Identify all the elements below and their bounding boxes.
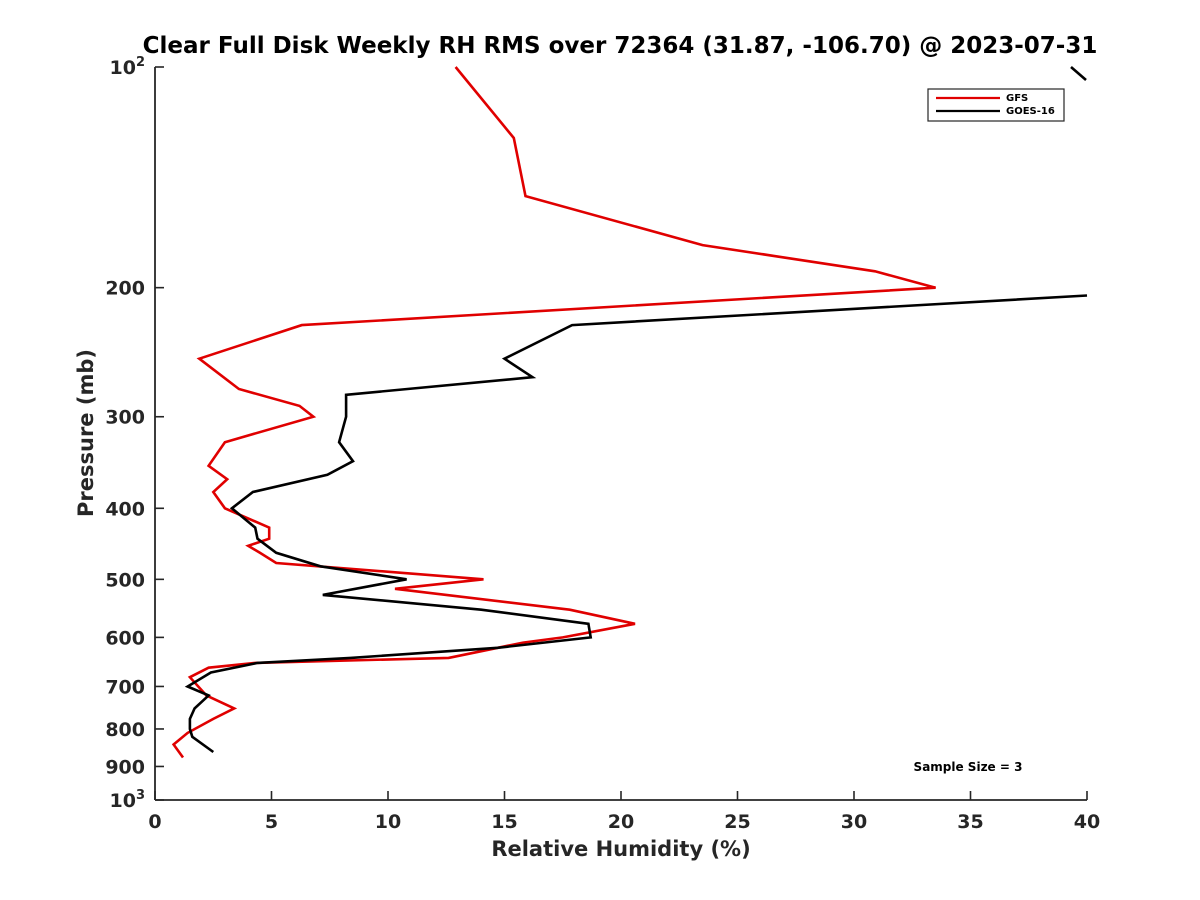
y-tick-label: 900 — [105, 756, 145, 778]
x-tick-label: 20 — [608, 811, 634, 833]
x-tick-label: 25 — [724, 811, 750, 833]
legend: GFS GOES-16 — [927, 88, 1065, 122]
y-tick-label: 700 — [105, 676, 145, 698]
x-tick-label: 5 — [265, 811, 278, 833]
series-line-1-clipped-segment — [1070, 66, 1087, 81]
y-tick-label: 500 — [105, 569, 145, 591]
series-line-0 — [171, 66, 936, 759]
y-axis-label: Pressure (mb) — [74, 349, 98, 517]
legend-label-gfs: GFS — [1006, 93, 1028, 104]
y-tick-label: 200 — [105, 278, 145, 300]
x-tick-label: 10 — [375, 811, 401, 833]
sample-size-annotation: Sample Size = 3 — [914, 760, 1023, 774]
y-tick-label: 400 — [105, 498, 145, 520]
y-tick-group: 102 200 300 400 500 600 700 800 900 103 — [105, 55, 164, 812]
y-tick-label: 300 — [105, 407, 145, 429]
x-tick-label: 15 — [491, 811, 517, 833]
series-line-1 — [184, 294, 1088, 754]
legend-box — [927, 88, 1065, 122]
x-tick-label: 35 — [957, 811, 983, 833]
x-tick-label: 40 — [1074, 811, 1100, 833]
x-tick-label: 30 — [841, 811, 867, 833]
y-tick-label: 102 — [110, 55, 146, 79]
y-tick-label: 800 — [105, 719, 145, 741]
x-tick-label: 0 — [148, 811, 161, 833]
x-axis-label: Relative Humidity (%) — [491, 837, 750, 861]
chart-title: Clear Full Disk Weekly RH RMS over 72364… — [143, 33, 1098, 59]
y-tick-label: 103 — [110, 788, 146, 812]
legend-label-goes16: GOES-16 — [1006, 106, 1055, 117]
series-layer — [171, 66, 1088, 759]
x-tick-group: 0 5 10 15 20 25 30 35 40 — [148, 791, 1100, 833]
y-tick-label: 600 — [105, 627, 145, 649]
